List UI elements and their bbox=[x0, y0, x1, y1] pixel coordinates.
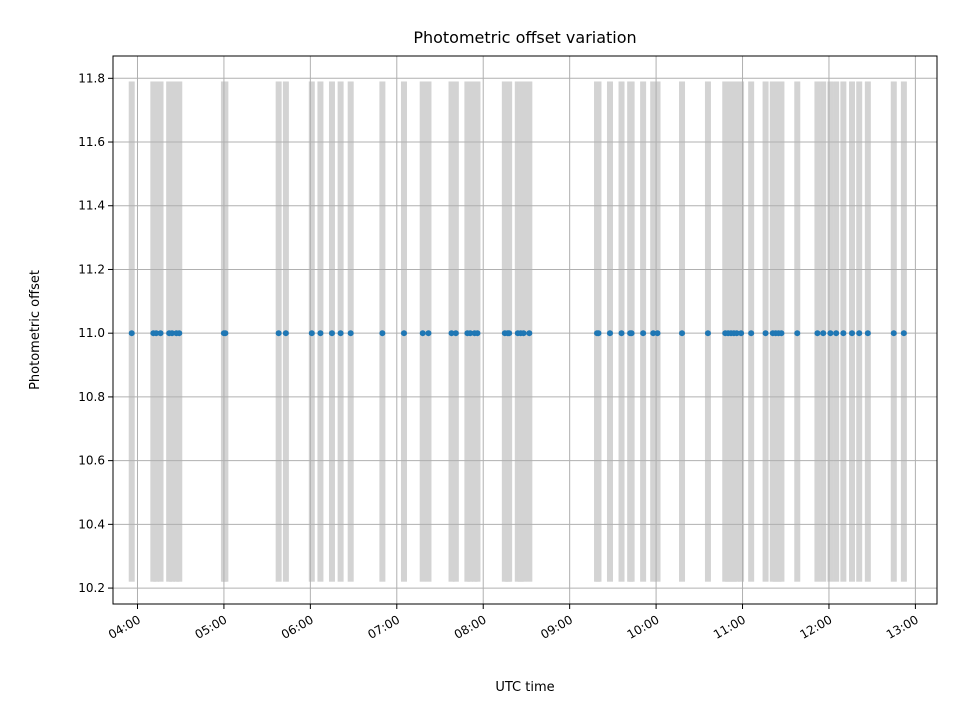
data-point-11 bbox=[282, 330, 289, 337]
y-tick-label-6: 11.4 bbox=[78, 199, 105, 213]
data-point-37 bbox=[618, 330, 625, 337]
data-point-3 bbox=[157, 330, 164, 337]
data-point-9 bbox=[222, 330, 229, 337]
data-point-66 bbox=[890, 330, 897, 337]
data-point-7 bbox=[176, 330, 183, 337]
data-point-39 bbox=[628, 330, 635, 337]
y-tick-label-3: 10.8 bbox=[78, 390, 105, 404]
data-point-43 bbox=[679, 330, 686, 337]
data-point-33 bbox=[526, 330, 533, 337]
data-point-41 bbox=[650, 330, 657, 337]
data-point-2 bbox=[153, 330, 160, 337]
data-point-44 bbox=[704, 330, 711, 337]
data-point-65 bbox=[864, 330, 871, 337]
data-point-20 bbox=[425, 330, 432, 337]
data-point-13 bbox=[317, 330, 324, 337]
data-point-10 bbox=[275, 330, 282, 337]
data-point-0 bbox=[128, 330, 135, 337]
y-tick-label-7: 11.6 bbox=[78, 135, 105, 149]
data-point-60 bbox=[827, 330, 834, 337]
data-point-56 bbox=[778, 330, 785, 337]
data-point-62 bbox=[840, 330, 847, 337]
data-point-49 bbox=[733, 330, 740, 337]
data-point-63 bbox=[849, 330, 856, 337]
data-point-36 bbox=[606, 330, 613, 337]
data-point-17 bbox=[379, 330, 386, 337]
data-point-64 bbox=[856, 330, 863, 337]
y-tick-label-4: 11.0 bbox=[78, 326, 105, 340]
data-point-67 bbox=[900, 330, 907, 337]
data-point-18 bbox=[400, 330, 407, 337]
y-tick-label-0: 10.2 bbox=[78, 581, 105, 595]
y-tick-label-1: 10.4 bbox=[78, 517, 105, 531]
data-point-35 bbox=[595, 330, 602, 337]
data-point-16 bbox=[347, 330, 354, 337]
plot-frame bbox=[112, 55, 938, 605]
y-axis-ticks: 10.2 10.4 10.6 10.8 11.0 11.2 11.4 11.6 11.8 bbox=[78, 71, 113, 595]
data-point-58 bbox=[814, 330, 821, 337]
data-point-5 bbox=[169, 330, 176, 337]
y-axis-label: Photometric offset bbox=[28, 270, 43, 390]
data-point-52 bbox=[762, 330, 769, 337]
data-point-24 bbox=[467, 330, 474, 337]
data-point-29 bbox=[506, 330, 513, 337]
data-points bbox=[128, 330, 907, 337]
data-point-14 bbox=[328, 330, 335, 337]
data-point-12 bbox=[308, 330, 315, 337]
data-point-26 bbox=[474, 330, 481, 337]
data-point-50 bbox=[738, 330, 745, 337]
data-point-15 bbox=[337, 330, 344, 337]
data-point-19 bbox=[419, 330, 426, 337]
data-point-61 bbox=[833, 330, 840, 337]
data-point-59 bbox=[820, 330, 827, 337]
y-tick-label-2: 10.6 bbox=[78, 454, 105, 468]
chart-title: Photometric offset variation bbox=[413, 28, 636, 47]
y-tick-label-5: 11.2 bbox=[78, 262, 105, 276]
data-point-32 bbox=[520, 330, 527, 337]
data-point-57 bbox=[794, 330, 801, 337]
grid-lines bbox=[113, 56, 937, 604]
y-tick-label-8: 11.8 bbox=[78, 71, 105, 85]
data-point-21 bbox=[448, 330, 455, 337]
data-point-22 bbox=[452, 330, 459, 337]
data-point-42 bbox=[654, 330, 661, 337]
data-point-51 bbox=[748, 330, 755, 337]
data-point-40 bbox=[640, 330, 647, 337]
x-axis-label: UTC time bbox=[495, 680, 554, 695]
